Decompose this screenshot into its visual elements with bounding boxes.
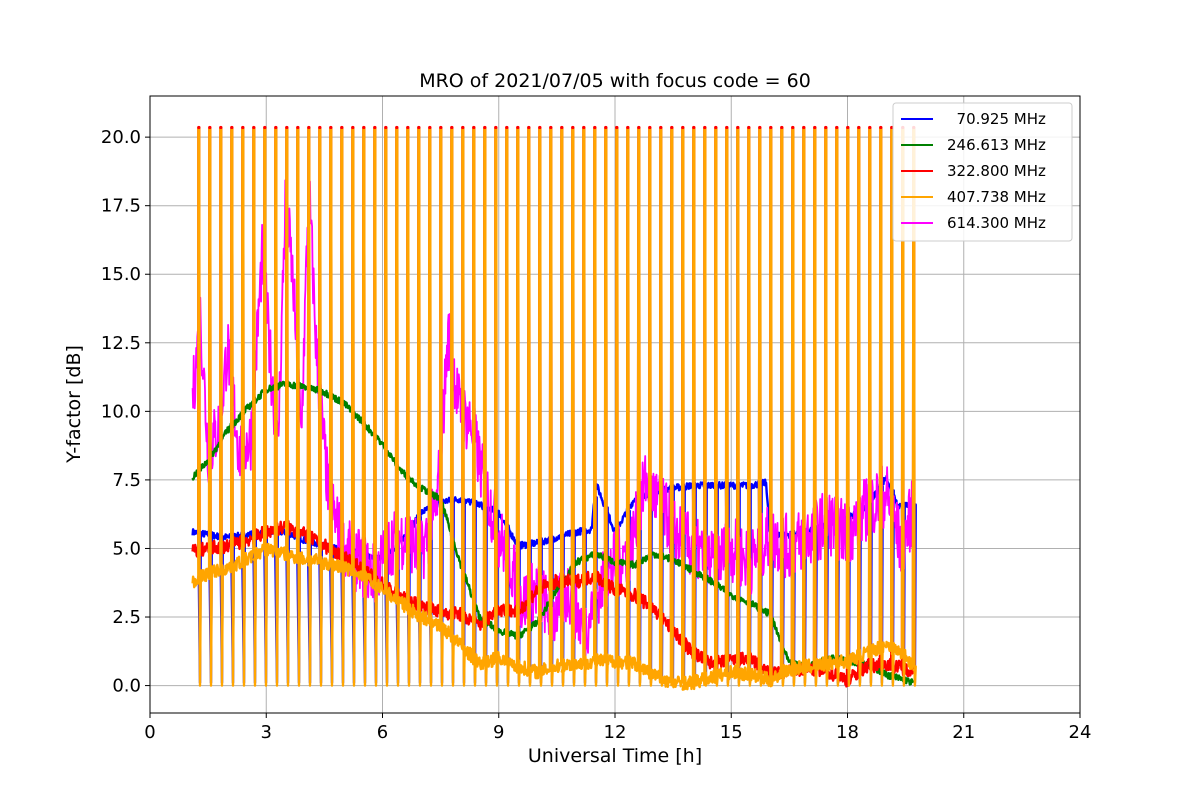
series-point [538,125,542,130]
y-tick-label: 0.0 [112,676,141,697]
chart-title: MRO of 2021/07/05 with focus code = 60 [419,70,811,92]
series-point [615,125,619,130]
series-point [780,125,784,130]
plot-area [191,125,917,691]
series-point [626,125,630,130]
series-point [714,125,718,130]
series-point [483,125,487,130]
series-point [582,125,586,130]
series-point [824,125,828,130]
series-line-3 [191,127,917,691]
series-point [472,125,476,130]
series-point [736,125,740,130]
y-tick-label: 17.5 [101,196,141,217]
series-point [604,125,608,130]
series-point [692,125,696,130]
x-tick-label: 24 [1069,722,1092,743]
series-point [395,125,399,130]
series-point [494,125,498,130]
series-point [747,125,751,130]
x-tick-label: 3 [261,722,272,743]
series-point [307,125,311,130]
series-point [329,125,333,130]
x-axis-label: Universal Time [h] [528,745,702,767]
series-point [461,125,465,130]
series-point [285,125,289,130]
y-axis-label: Y-factor [dB] [63,345,85,464]
y-tick-label: 12.5 [101,333,141,354]
series-point [593,125,597,130]
series-point [340,125,344,130]
legend-entry: 322.800 MHz [947,162,1046,180]
x-tick-label: 9 [493,722,504,743]
series-point [252,125,256,130]
x-tick-label: 18 [836,722,859,743]
legend-box [892,102,1073,242]
x-tick-label: 12 [604,722,627,743]
series-point [758,125,762,130]
x-tick-label: 0 [144,722,155,743]
legend-entry: 70.925 MHz [947,110,1046,128]
series-point [219,125,223,130]
series-point [560,125,564,130]
y-tick-label: 10.0 [101,401,141,422]
series-point [857,125,861,130]
legend-entry: 407.738 MHz [947,188,1046,206]
series-point [791,125,795,130]
legend-entry: 246.613 MHz [947,136,1046,154]
series-point [648,125,652,130]
series-point [362,125,366,130]
series-point [406,125,410,130]
series-point [659,125,663,130]
x-axis: 0 3 6 9 12 15 18 21 24 [144,713,1091,743]
series-point [868,125,872,130]
series-point [417,125,421,130]
series-point [208,125,212,130]
series-point [428,125,432,130]
series-point [769,125,773,130]
y-tick-label: 2.5 [112,607,141,628]
x-tick-label: 6 [377,722,388,743]
y-tick-label: 15.0 [101,264,141,285]
y-tick-label: 5.0 [112,538,141,559]
series-point [505,125,509,130]
series-point [263,125,267,130]
series-point [230,125,234,130]
series-point [571,125,575,130]
series-point [835,125,839,130]
series-point [703,125,707,130]
series-point [813,125,817,130]
series-point [296,125,300,130]
x-tick-label: 21 [952,722,975,743]
series-point [637,125,641,130]
series-point [373,125,377,130]
series-point [516,125,520,130]
series-point [527,125,531,130]
legend-entry: 614.300 MHz [947,214,1046,232]
series-point [384,125,388,130]
x-tick-label: 15 [720,722,743,743]
series-point [670,125,674,130]
series-point [450,125,454,130]
series-point [549,125,553,130]
series-point [879,125,883,130]
y-axis: 0.0 2.5 5.0 7.5 10.0 12.5 15.0 17.5 20.0 [101,127,150,697]
series-point [802,125,806,130]
series-point [725,125,729,130]
series-point [681,125,685,130]
legend: 70.925 MHz 246.613 MHz 322.800 MHz 407.738 … [892,102,1073,242]
series-point [351,125,355,130]
series-point [846,125,850,130]
y-tick-label: 7.5 [112,470,141,491]
y-tick-label: 20.0 [101,127,141,148]
series-point [274,125,278,130]
series-point [318,125,322,130]
series-point [197,125,201,130]
series-point [439,125,443,130]
series-point [241,125,245,130]
